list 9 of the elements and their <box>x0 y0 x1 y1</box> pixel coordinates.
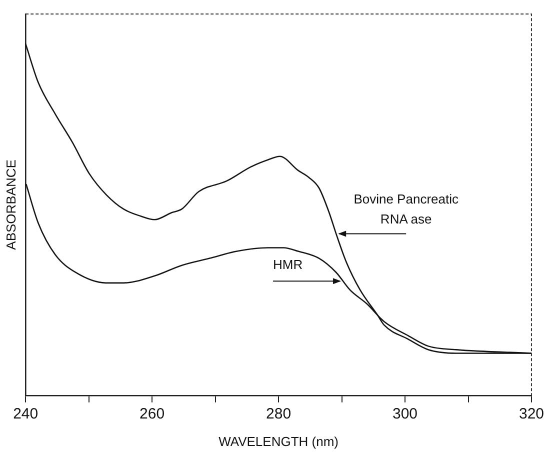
x-axis-title: WAVELENGTH (nm) <box>218 434 338 449</box>
x-tick-label: 260 <box>140 406 165 423</box>
x-tick-label: 280 <box>266 406 292 423</box>
x-tick-label: 300 <box>392 406 418 423</box>
series-label: HMR <box>273 257 303 272</box>
x-tick-label: 240 <box>13 406 38 423</box>
series-label: Bovine Pancreatic RNA ase <box>354 192 459 227</box>
y-axis-title: ABSORBANCE <box>3 159 18 250</box>
x-tick-label: 320 <box>518 406 544 423</box>
